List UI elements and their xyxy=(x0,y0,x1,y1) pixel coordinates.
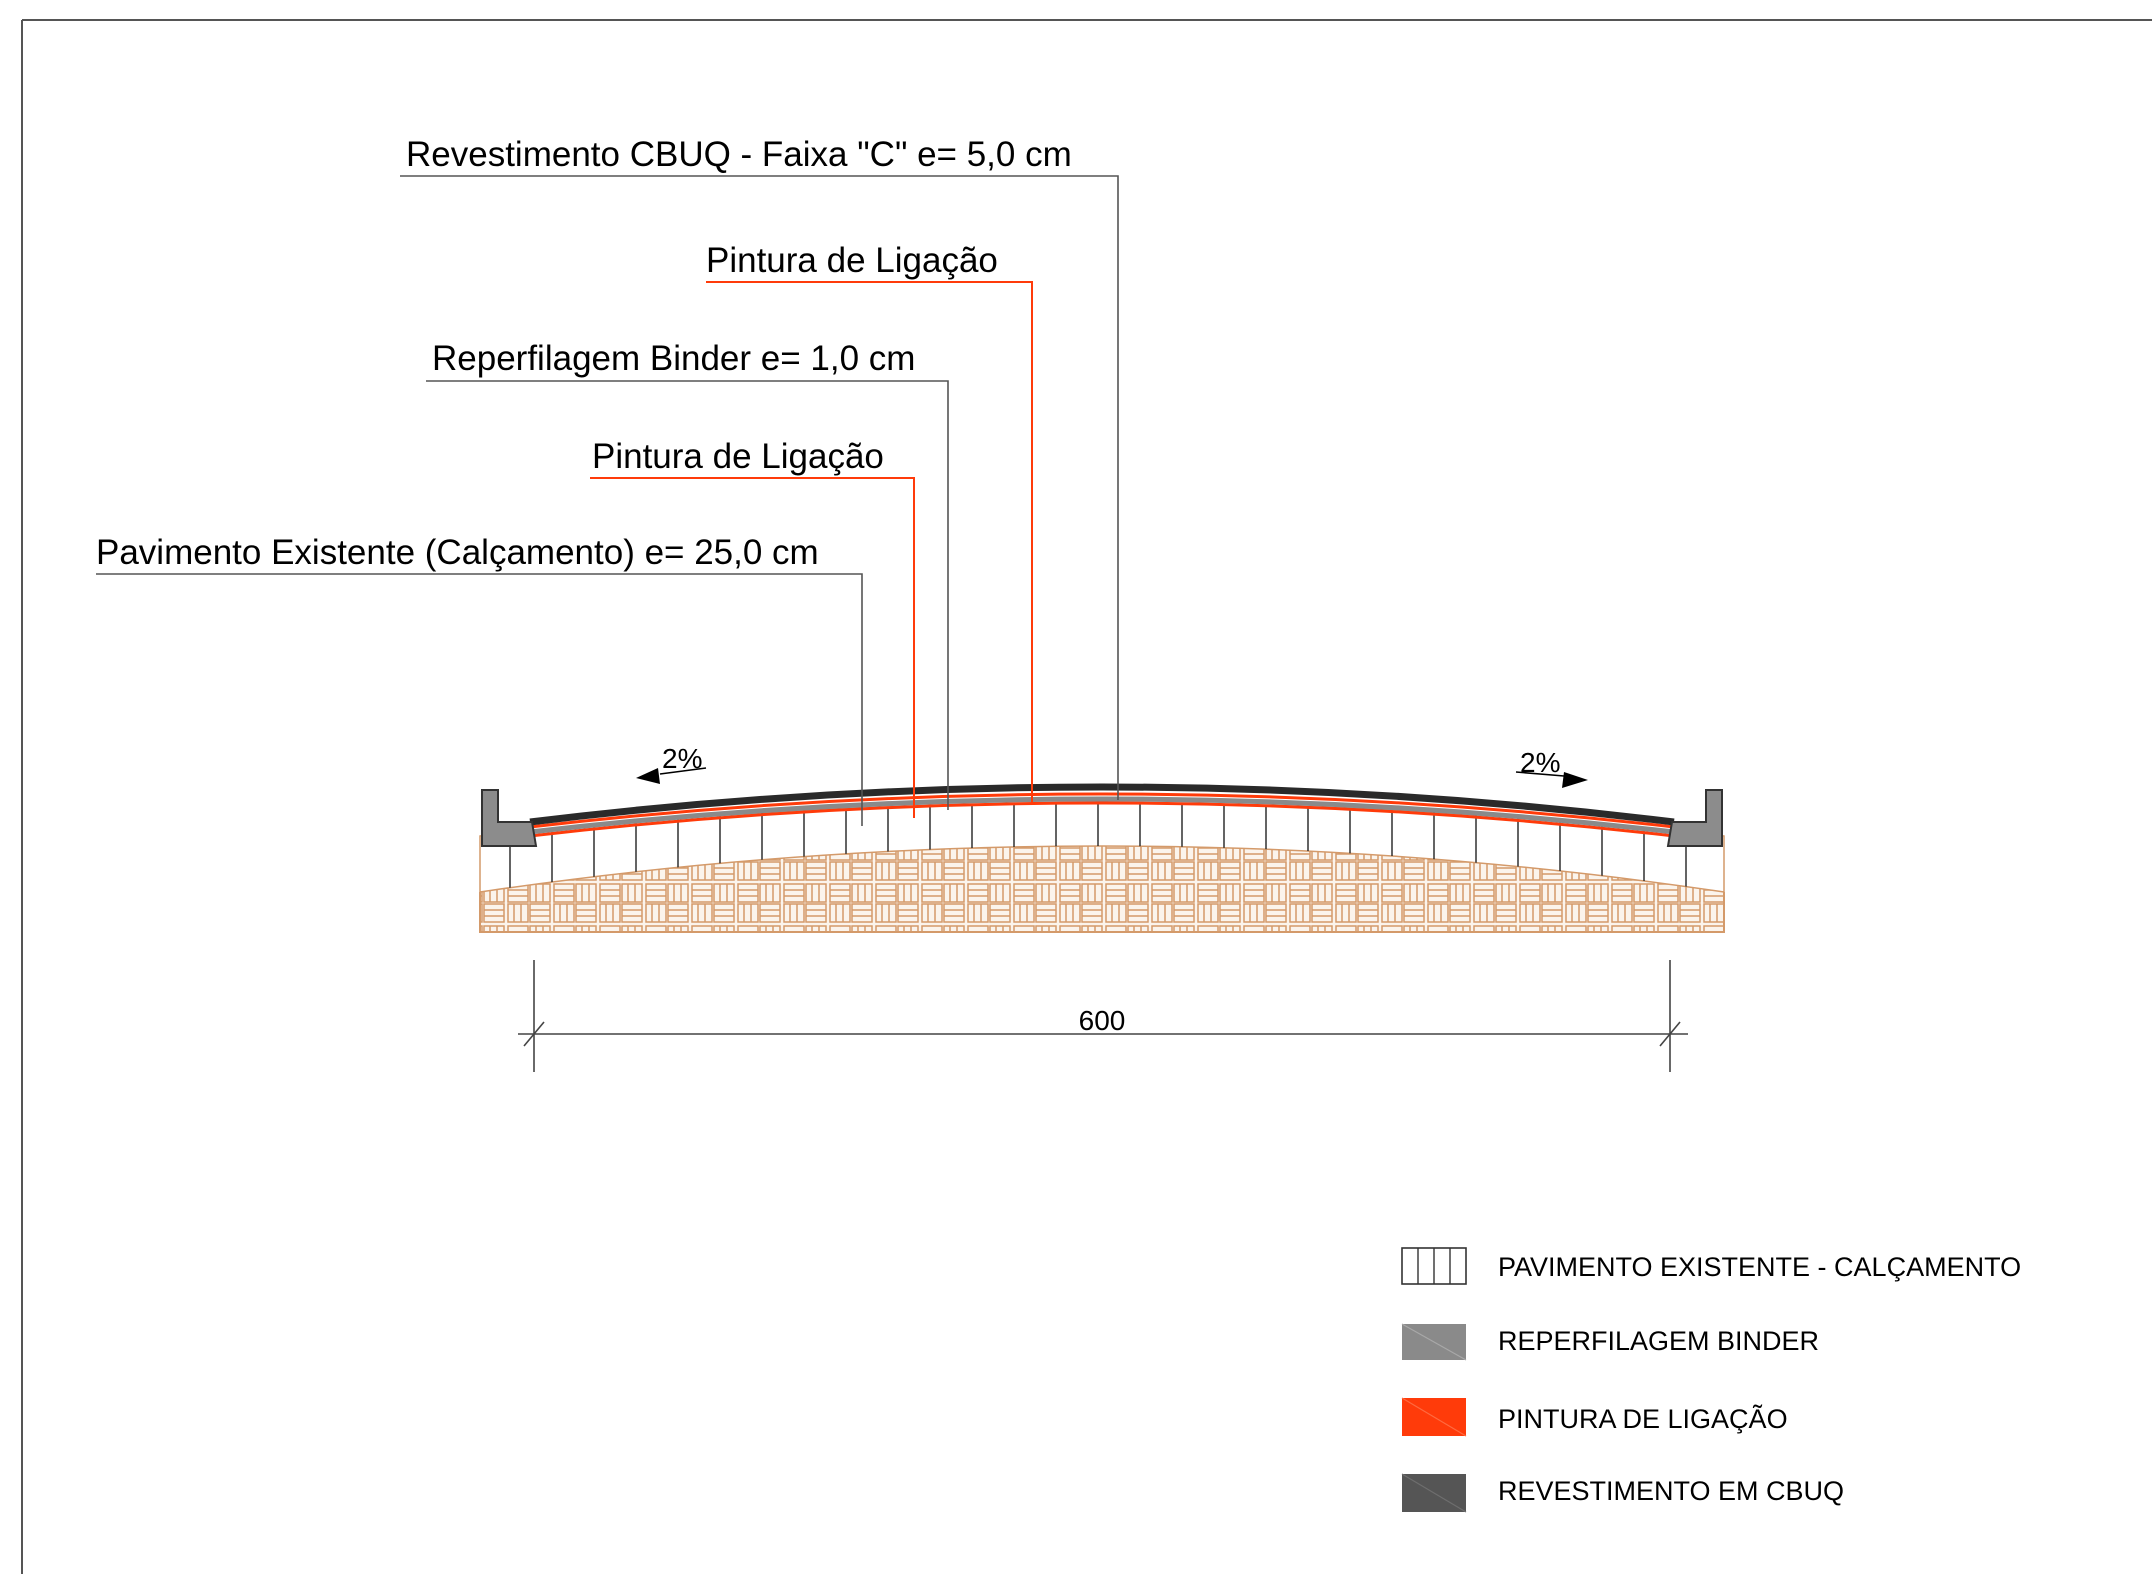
legend-label-bond-coat: PINTURA DE LIGAÇÃO xyxy=(1498,1403,1788,1434)
callout-binder-label: Reperfilagem Binder e= 1,0 cm xyxy=(432,339,915,378)
width-dimension xyxy=(518,960,1688,1072)
callout-existing-pavement-label: Pavimento Existente (Calçamento) e= 25,0… xyxy=(96,533,819,572)
legend-item-existing-pavement: PAVIMENTO EXISTENTE - CALÇAMENTO xyxy=(1401,1247,2021,1285)
legend-item-cbuq: REVESTIMENTO EM CBUQ xyxy=(1401,1473,1844,1513)
legend-item-binder: REPERFILAGEM BINDER xyxy=(1401,1323,1819,1361)
arrow-left-icon xyxy=(636,768,660,784)
legend-label-existing-pavement: PAVIMENTO EXISTENTE - CALÇAMENTO xyxy=(1498,1252,2021,1282)
bond-coat-upper xyxy=(529,792,1675,829)
leader-binder xyxy=(426,380,949,810)
callout-cbuq-label: Revestimento CBUQ - Faixa "C" e= 5,0 cm xyxy=(406,135,1072,174)
slope-left-indicator: 2% xyxy=(636,743,707,784)
cbuq-surface-layer xyxy=(529,783,1675,826)
slope-right-label: 2% xyxy=(1520,747,1560,778)
slope-right-indicator: 2% xyxy=(1515,747,1588,788)
binder-layer xyxy=(529,796,1675,835)
legend-label-binder: REPERFILAGEM BINDER xyxy=(1498,1326,1819,1356)
drawing-frame xyxy=(21,19,2152,1574)
right-curb xyxy=(1666,789,1723,847)
callout-bond-coat-lower-label: Pintura de Ligação xyxy=(592,437,884,476)
leader-existing-pavement xyxy=(96,573,863,826)
arrow-right-icon xyxy=(1562,772,1588,788)
bond-coat-lower xyxy=(529,801,1675,838)
pavement-cross-section xyxy=(479,783,1725,933)
legend: PAVIMENTO EXISTENTE - CALÇAMENTO REPERFI… xyxy=(1401,1247,2021,1513)
leader-bond-coat-lower xyxy=(590,477,915,818)
legend-label-cbuq: REVESTIMENTO EM CBUQ xyxy=(1498,1476,1844,1506)
width-dimension-label: 600 xyxy=(1079,1005,1126,1036)
callout-bond-coat-upper-label: Pintura de Ligação xyxy=(706,241,998,280)
leader-bond-coat-upper xyxy=(706,281,1033,805)
left-curb xyxy=(481,789,538,847)
legend-item-bond-coat: PINTURA DE LIGAÇÃO xyxy=(1401,1397,1788,1437)
leader-cbuq xyxy=(400,175,1119,800)
callout-leaders xyxy=(96,175,1119,826)
slope-left-label: 2% xyxy=(662,743,702,774)
